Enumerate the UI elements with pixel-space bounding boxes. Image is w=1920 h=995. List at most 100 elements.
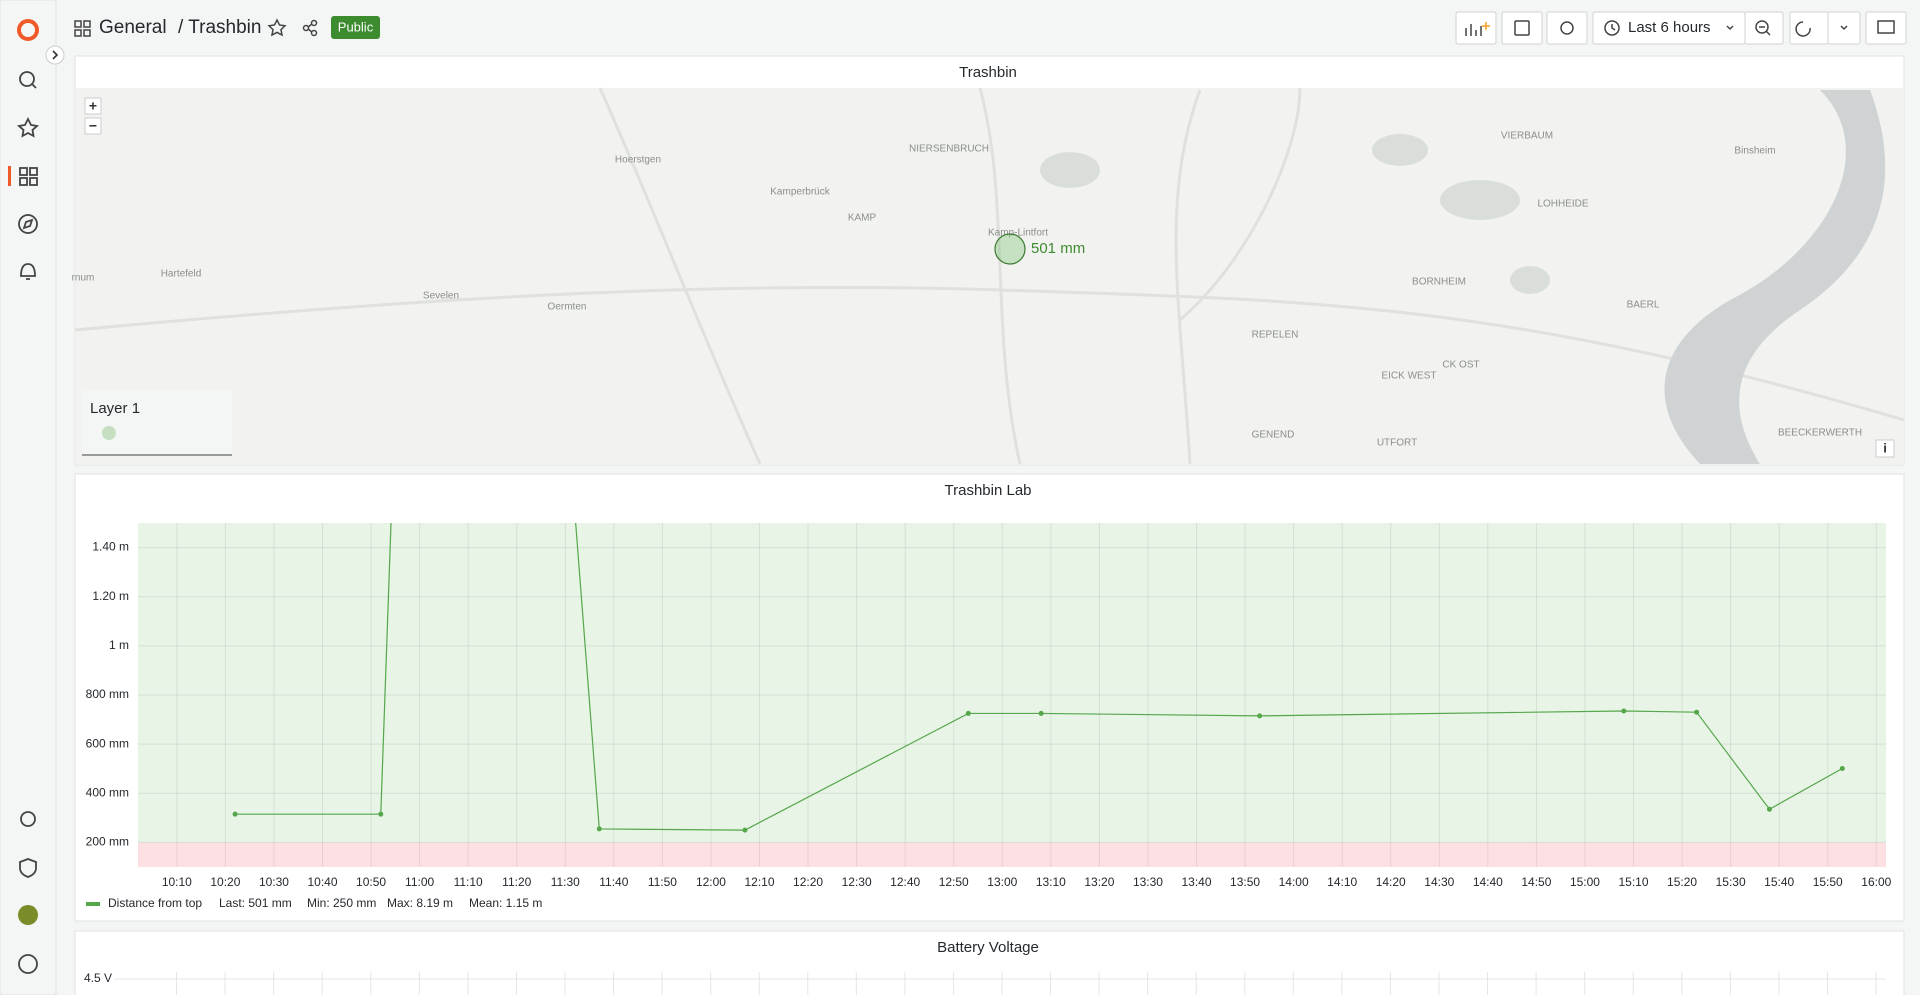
map-place-label: Binsheim — [1734, 146, 1775, 157]
x-tick-label: 11:30 — [551, 875, 580, 889]
time-range-label[interactable]: Last 6 hours — [1628, 19, 1711, 36]
legend-stat: Max: 8.19 m — [387, 896, 453, 910]
x-tick-label: 13:40 — [1181, 875, 1211, 889]
data-point — [232, 811, 238, 817]
public-badge — [331, 16, 380, 39]
zoom-in-button[interactable] — [84, 97, 102, 115]
layer-legend — [82, 390, 232, 456]
x-tick-label: 11:00 — [405, 875, 434, 889]
explore-icon[interactable] — [18, 214, 38, 234]
data-point — [596, 826, 602, 832]
y-tick-label: 1.20 m — [92, 589, 129, 603]
map-place-label: Oermten — [548, 302, 587, 313]
x-tick-label: 12:10 — [744, 875, 774, 889]
sidebar — [0, 0, 57, 995]
x-tick-label: 14:50 — [1521, 875, 1551, 889]
x-tick-label: 15:10 — [1618, 875, 1648, 889]
map-places: NIERSENBRUCH Hoerstgen Kamperbrück KAMP Kamp… — [72, 131, 1862, 449]
share-button[interactable] — [302, 19, 318, 37]
kiosk-button[interactable] — [1865, 11, 1907, 45]
map-place-label: rnum — [72, 273, 95, 284]
battery-y-tick-label: 4.5 V — [84, 971, 112, 985]
x-tick-label: 13:30 — [1133, 875, 1163, 889]
map-place-label: BEECKERWERTH — [1778, 428, 1862, 439]
map-place-label: GENEND — [1252, 430, 1295, 441]
star-button[interactable] — [267, 18, 287, 37]
attribution-button[interactable] — [1875, 439, 1895, 458]
y-tick-label: 1 m — [109, 638, 129, 652]
x-tick-label: 10:20 — [210, 875, 240, 889]
map-place-label: Kamp-Lintfort — [988, 228, 1048, 239]
map-place-label: CK OST — [1442, 360, 1479, 371]
data-point — [1621, 708, 1627, 714]
x-tick-label: 13:20 — [1084, 875, 1114, 889]
x-tick-label: 11:10 — [454, 875, 483, 889]
x-tick-label: 12:20 — [793, 875, 823, 889]
x-tick-label: 15:30 — [1716, 875, 1746, 889]
chart-title: Trashbin Lab — [945, 482, 1032, 499]
y-tick-label: 200 mm — [86, 835, 129, 849]
legend-stat: Last: 501 mm — [219, 896, 292, 910]
zoom-out-button[interactable] — [84, 117, 102, 135]
add-panel-button[interactable] — [1455, 11, 1497, 45]
x-tick-label: 15:00 — [1570, 875, 1600, 889]
help-icon[interactable] — [18, 954, 38, 974]
x-tick-label: 12:00 — [696, 875, 726, 889]
grafana-logo[interactable] — [17, 19, 39, 41]
toolbar-icons — [1465, 20, 1895, 37]
save-button[interactable] — [1501, 11, 1543, 45]
map-marker[interactable] — [994, 233, 1026, 265]
threshold-band-low — [138, 842, 1886, 867]
dock-toggle[interactable] — [45, 45, 65, 65]
map-lakes — [1040, 134, 1550, 294]
map-place-label: Hoerstgen — [615, 155, 661, 166]
dashboards-icon[interactable] — [19, 167, 38, 186]
x-tick-label: 16:00 — [1861, 875, 1891, 889]
breadcrumb-folder[interactable]: General — [99, 17, 167, 38]
map-roads — [74, 87, 1905, 465]
y-tick-label: 400 mm — [86, 785, 129, 799]
x-tick-label: 12:40 — [890, 875, 920, 889]
map-place-label: Hartefeld — [161, 269, 202, 280]
data-point — [1694, 709, 1700, 715]
data-point — [1257, 713, 1263, 719]
user-avatar[interactable] — [18, 905, 38, 925]
public-badge-text: Public — [338, 19, 374, 34]
map-place-label: KAMP — [848, 213, 877, 224]
x-tick-label: 12:50 — [939, 875, 969, 889]
x-tick-label: 10:30 — [259, 875, 289, 889]
x-tick-label: 10:40 — [307, 875, 337, 889]
x-tick-label: 14:20 — [1376, 875, 1406, 889]
map-panel-title: Trashbin — [959, 64, 1017, 81]
map[interactable] — [75, 88, 1904, 464]
starred-icon[interactable] — [16, 116, 40, 138]
battery-panel — [74, 930, 1905, 995]
y-tick-label: 600 mm — [86, 736, 129, 750]
alerting-icon[interactable] — [20, 263, 36, 280]
x-tick-label: 11:40 — [599, 875, 628, 889]
dock-toggle-icon — [52, 50, 59, 60]
breadcrumb-icon — [74, 20, 91, 37]
settings-button[interactable] — [1546, 11, 1588, 45]
map-place-label: REPELEN — [1252, 330, 1299, 341]
x-tick-label: 14:00 — [1279, 875, 1309, 889]
series-line — [235, 523, 1843, 831]
map-place-label: VIERBAUM — [1501, 131, 1553, 142]
admin-icon[interactable] — [19, 858, 37, 878]
layer-legend-title: Layer 1 — [90, 400, 140, 417]
x-tick-label: 14:40 — [1473, 875, 1503, 889]
x-tick-label: 11:50 — [648, 875, 677, 889]
data-point — [378, 811, 384, 817]
map-place-label: Sevelen — [423, 291, 459, 302]
data-point — [965, 710, 971, 716]
x-tick-label: 10:10 — [162, 875, 192, 889]
x-tick-label: 15:20 — [1667, 875, 1697, 889]
settings-icon[interactable] — [20, 811, 36, 827]
search-icon[interactable] — [19, 71, 37, 89]
x-tick-label: 11:20 — [502, 875, 531, 889]
zoom-out-button[interactable] — [1744, 11, 1784, 45]
map-place-label: LOHHEIDE — [1537, 199, 1588, 210]
data-point — [1839, 765, 1845, 771]
